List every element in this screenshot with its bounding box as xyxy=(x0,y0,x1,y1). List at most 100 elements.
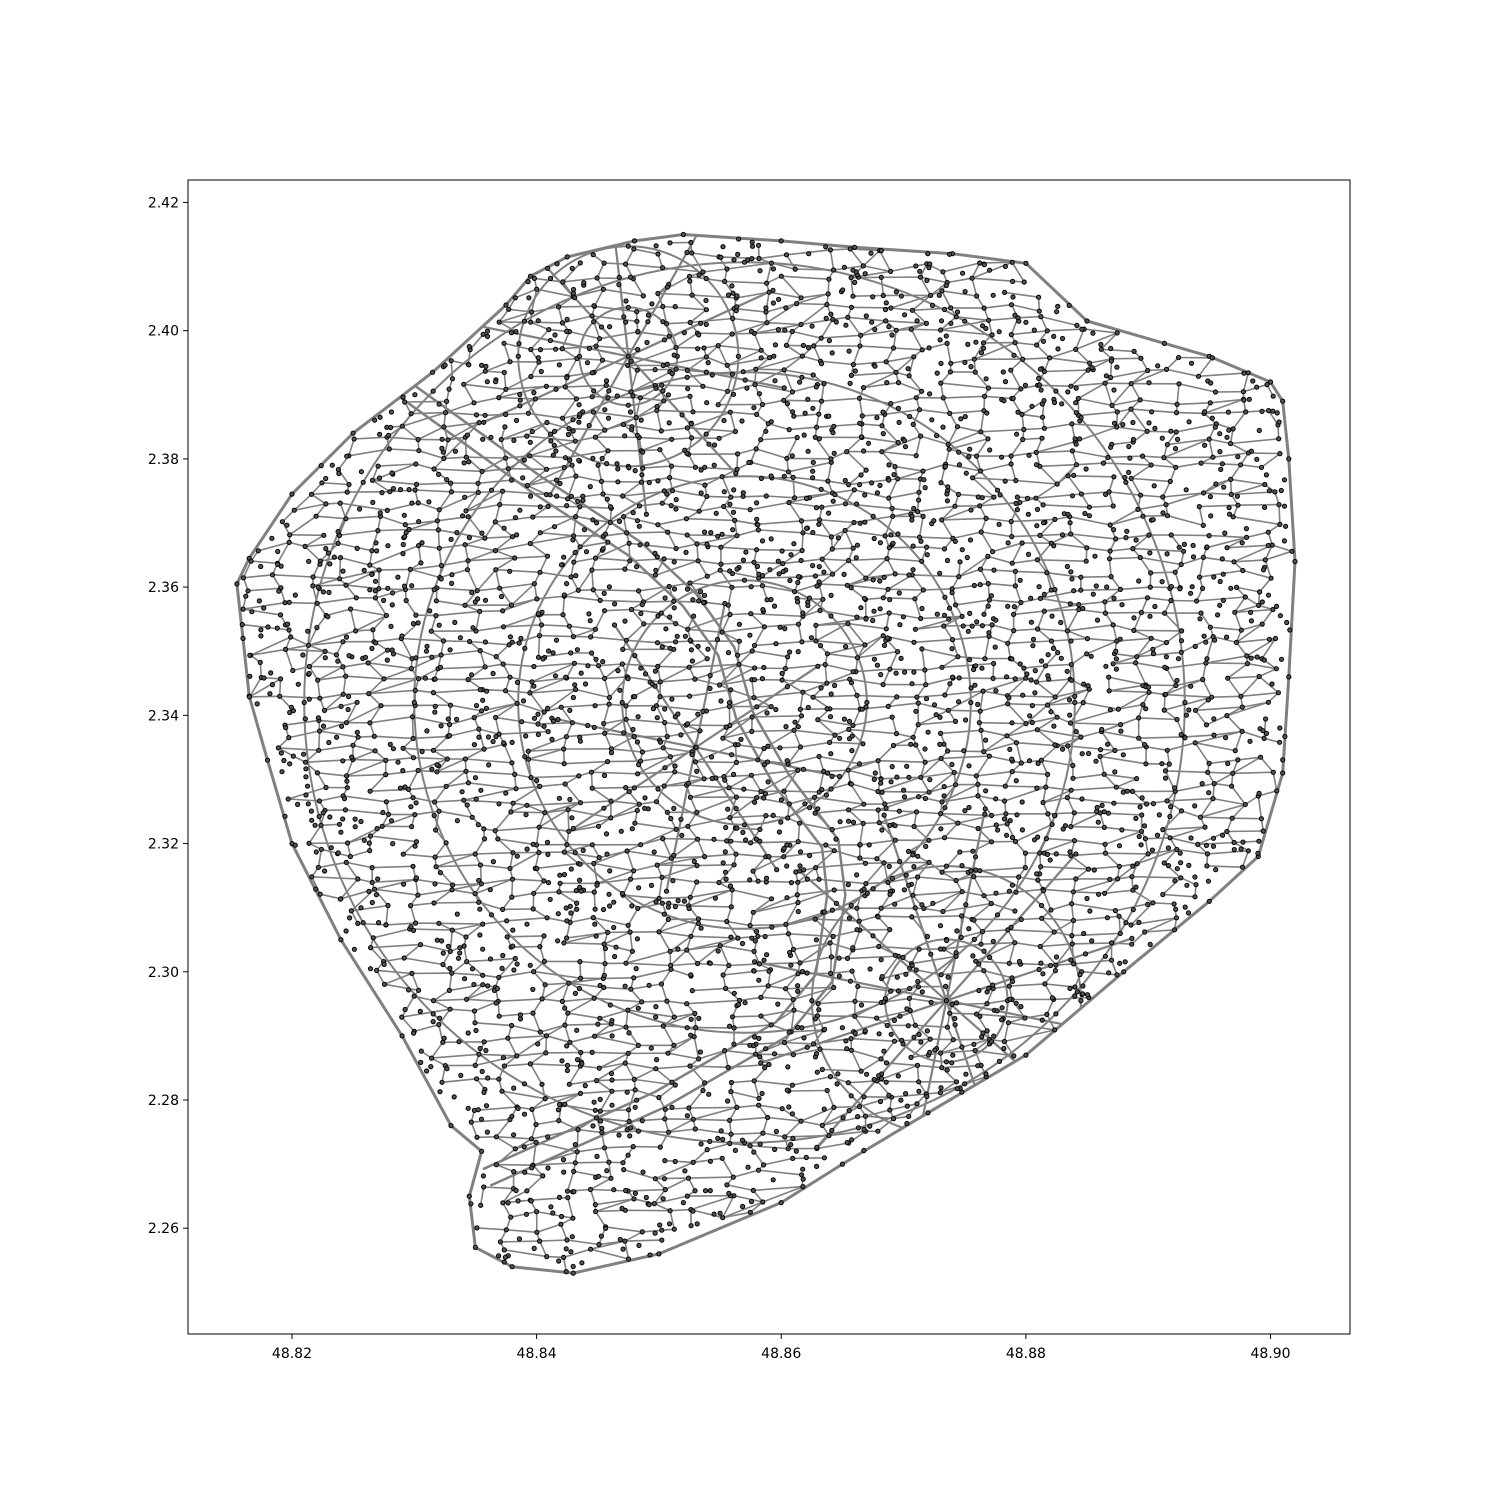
street-node xyxy=(622,1060,628,1066)
street-node xyxy=(625,922,631,928)
street-node xyxy=(680,231,687,238)
street-edge xyxy=(1231,817,1263,820)
street-edge xyxy=(669,949,688,967)
street-node xyxy=(923,320,930,326)
street-edge xyxy=(470,1121,478,1139)
street-node xyxy=(816,876,822,882)
street-node xyxy=(1022,850,1029,856)
street-node xyxy=(723,985,729,992)
street-node xyxy=(309,874,315,880)
street-node xyxy=(529,1136,535,1142)
street-node xyxy=(564,1237,570,1243)
street-edge xyxy=(304,761,319,774)
street-node xyxy=(880,681,886,688)
street-edge xyxy=(284,648,326,653)
street-node xyxy=(831,984,837,991)
street-node xyxy=(830,571,836,577)
street-node xyxy=(343,582,349,588)
street-edge xyxy=(372,928,411,939)
street-edge xyxy=(505,375,532,391)
street-node xyxy=(577,1090,584,1097)
street-node xyxy=(748,611,754,617)
street-node xyxy=(1005,701,1011,707)
street-edge xyxy=(721,1201,764,1219)
street-edge xyxy=(603,676,629,680)
street-edge xyxy=(248,678,282,698)
street-node xyxy=(433,827,439,833)
street-edge xyxy=(592,862,635,872)
street-edge xyxy=(564,775,580,785)
street-node xyxy=(528,373,534,380)
street-edge xyxy=(987,387,1022,390)
street-node xyxy=(704,1147,710,1153)
street-node xyxy=(561,1254,567,1261)
street-edge xyxy=(443,421,480,428)
street-edge xyxy=(663,1159,695,1164)
street-node xyxy=(839,1161,846,1167)
street-node xyxy=(509,1022,515,1029)
street-node xyxy=(631,868,637,874)
street-node xyxy=(589,785,595,791)
street-edge xyxy=(502,613,540,628)
street-node xyxy=(286,539,292,546)
street-node xyxy=(449,376,456,382)
street-node xyxy=(938,811,944,817)
street-node xyxy=(845,621,851,627)
street-edge xyxy=(373,735,415,740)
street-edge xyxy=(432,688,484,694)
street-edge xyxy=(592,916,630,927)
street-node xyxy=(1022,1015,1028,1021)
street-node xyxy=(760,1130,766,1136)
street-node xyxy=(1052,1027,1058,1033)
street-node xyxy=(412,687,418,694)
street-edge xyxy=(725,920,751,927)
street-edge xyxy=(438,810,474,819)
street-node xyxy=(782,665,789,672)
street-node xyxy=(529,679,535,685)
street-edge xyxy=(688,688,732,697)
street-node xyxy=(245,588,251,594)
street-node xyxy=(654,640,661,646)
street-edge xyxy=(627,1188,667,1192)
street-node xyxy=(911,823,917,830)
street-edge xyxy=(686,411,732,429)
street-network xyxy=(234,231,1298,1276)
street-node xyxy=(1070,917,1077,924)
street-node xyxy=(605,929,611,936)
street-node xyxy=(477,648,483,654)
street-node xyxy=(410,795,416,801)
street-node xyxy=(672,769,678,775)
street-node xyxy=(282,600,288,606)
street-edge xyxy=(694,760,705,780)
street-node xyxy=(413,612,419,618)
street-edge xyxy=(564,386,578,400)
street-node xyxy=(824,680,830,686)
street-node xyxy=(1036,294,1042,300)
street-node xyxy=(722,1048,728,1054)
street-node xyxy=(797,706,803,712)
street-node xyxy=(974,453,980,459)
street-edge xyxy=(661,837,673,859)
street-node xyxy=(367,848,373,854)
street-edge xyxy=(545,1255,565,1259)
street-node xyxy=(914,1062,921,1069)
street-edge xyxy=(731,1015,762,1018)
street-edge xyxy=(565,921,571,939)
street-node xyxy=(430,747,436,753)
street-edge xyxy=(622,894,660,900)
street-edge xyxy=(289,636,310,647)
street-node xyxy=(858,1068,864,1074)
street-edge xyxy=(498,321,517,333)
street-edge xyxy=(767,972,799,987)
street-node xyxy=(317,695,323,701)
street-node xyxy=(1008,367,1014,373)
street-node xyxy=(859,413,865,419)
street-edge xyxy=(310,491,349,496)
street-node xyxy=(415,892,421,898)
street-edge xyxy=(442,640,471,643)
street-edge xyxy=(513,555,549,559)
street-node xyxy=(564,254,570,260)
street-node xyxy=(374,967,380,974)
street-node xyxy=(288,634,294,640)
street-edge xyxy=(383,667,413,680)
